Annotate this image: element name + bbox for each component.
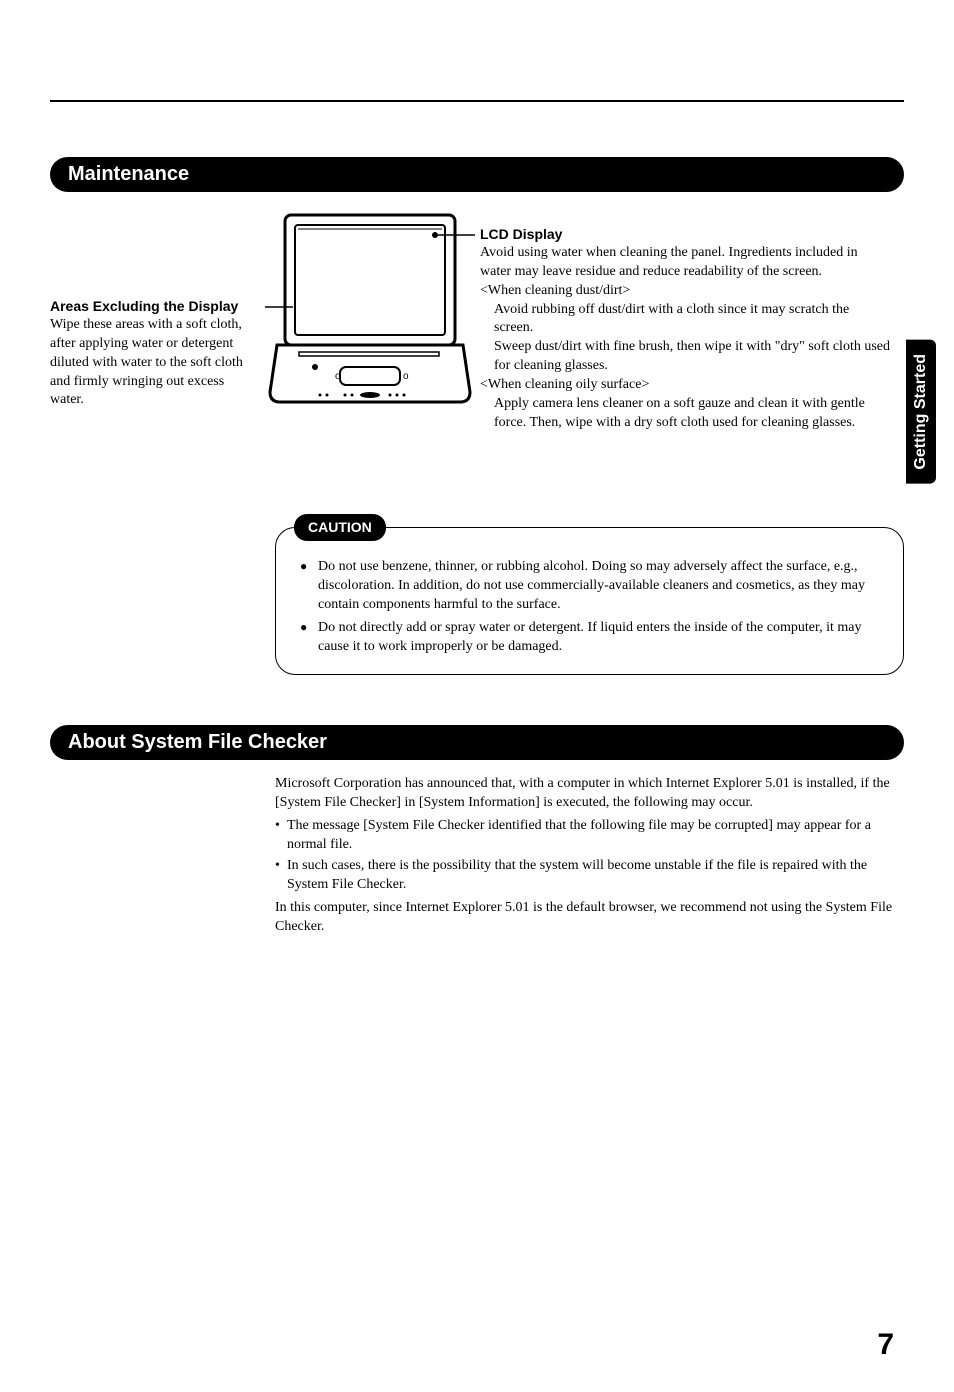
sfc-bullet-2: In such cases, there is the possibility … xyxy=(275,857,904,895)
maintenance-body: Areas Excluding the Display Wipe these a… xyxy=(50,207,904,507)
caution-item-1: Do not use benzene, thinner, or rubbing … xyxy=(300,558,883,615)
lcd-clean-dust-title: <When cleaning dust/dirt> xyxy=(480,282,890,301)
lcd-clean-dust-line2: Sweep dust/dirt with fine brush, then wi… xyxy=(494,338,890,376)
lcd-display-heading: LCD Display xyxy=(480,225,890,244)
lcd-clean-oily-title: <When cleaning oily surface> xyxy=(480,376,890,395)
lcd-display-block: LCD Display Avoid using water when clean… xyxy=(480,225,890,433)
caution-box: CAUTION Do not use benzene, thinner, or … xyxy=(275,527,904,675)
areas-excluding-display-block: Areas Excluding the Display Wipe these a… xyxy=(50,297,250,410)
side-tab-getting-started: Getting Started xyxy=(906,340,936,484)
top-horizontal-rule xyxy=(50,100,904,102)
maintenance-header: Maintenance xyxy=(50,157,904,192)
svg-text:o: o xyxy=(335,371,341,382)
sfc-body: Microsoft Corporation has announced that… xyxy=(275,775,904,936)
page-number: 7 xyxy=(877,1328,894,1362)
sfc-intro: Microsoft Corporation has announced that… xyxy=(275,775,904,813)
sfc-outro: In this computer, since Internet Explore… xyxy=(275,899,904,937)
caution-label: CAUTION xyxy=(294,514,386,541)
lcd-display-intro: Avoid using water when cleaning the pane… xyxy=(480,244,890,282)
svg-text:o: o xyxy=(403,371,409,382)
areas-excluding-display-body: Wipe these areas with a soft cloth, afte… xyxy=(50,316,250,410)
lcd-clean-oily-line1: Apply camera lens cleaner on a soft gauz… xyxy=(494,395,890,433)
lcd-clean-dust-line1: Avoid rubbing off dust/dirt with a cloth… xyxy=(494,301,890,339)
sfc-bullet-1: The message [System File Checker identif… xyxy=(275,817,904,855)
sfc-header: About System File Checker xyxy=(50,725,904,760)
caution-item-2: Do not directly add or spray water or de… xyxy=(300,619,883,657)
laptop-illustration: o o xyxy=(265,207,475,407)
areas-excluding-display-heading: Areas Excluding the Display xyxy=(50,297,250,316)
